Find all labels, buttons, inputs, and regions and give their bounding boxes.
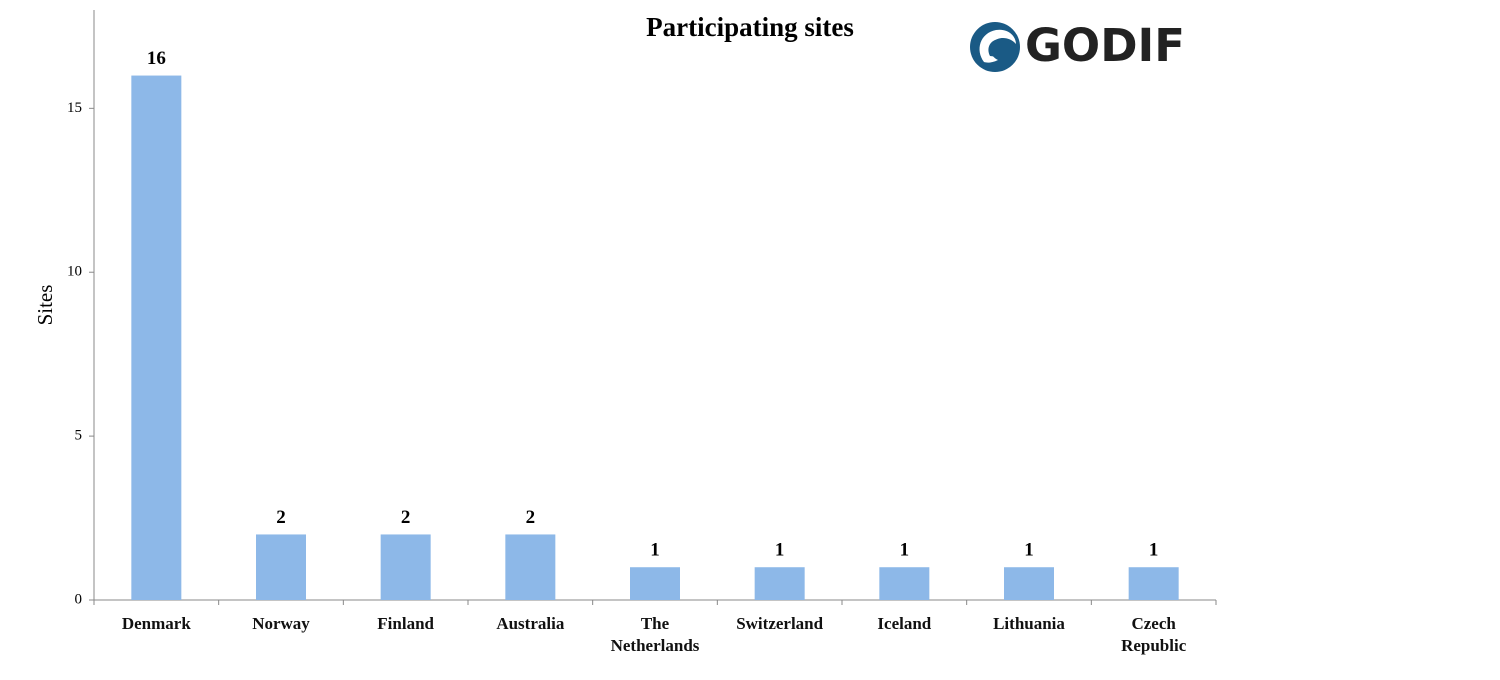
bar <box>1128 567 1179 600</box>
x-tick-label: Australia <box>496 614 565 633</box>
bar <box>1004 567 1054 600</box>
value-label: 2 <box>276 507 286 528</box>
logo-text: GODIF <box>1025 19 1185 72</box>
y-tick-label: 10 <box>67 264 82 280</box>
bar <box>131 75 182 601</box>
value-label: 16 <box>147 48 166 69</box>
bar <box>256 534 306 600</box>
logo-wave <box>979 29 1016 63</box>
value-label: 1 <box>650 540 660 561</box>
logo: GODIF <box>970 19 1185 72</box>
x-tick-label: Switzerland <box>736 614 824 633</box>
value-label: 2 <box>401 507 411 528</box>
bar <box>879 567 930 600</box>
x-tick-label: Iceland <box>877 614 932 633</box>
x-tick-label: The Netherlands <box>610 614 700 655</box>
y-tick-label: 5 <box>75 428 83 444</box>
value-label: 2 <box>526 507 536 528</box>
bar <box>505 534 556 600</box>
bar <box>380 534 431 600</box>
bar <box>754 567 805 600</box>
y-tick-label: 15 <box>67 100 82 116</box>
x-tick-label: Finland <box>377 614 434 633</box>
value-label: 1 <box>900 540 910 561</box>
bar <box>630 567 680 600</box>
x-tick-label: Denmark <box>121 614 191 633</box>
x-tick-label: Czech Republic <box>1121 614 1187 655</box>
y-axis-label: Sites <box>33 285 57 326</box>
value-label: 1 <box>1149 540 1159 561</box>
value-label: 1 <box>1024 540 1034 561</box>
logo-wave-inner <box>988 38 1011 57</box>
chart-title: Participating sites <box>646 12 854 42</box>
value-label: 1 <box>775 540 785 561</box>
x-tick-label: Norway <box>252 614 310 633</box>
x-tick-label: Lithuania <box>993 614 1065 633</box>
y-tick-label: 0 <box>75 591 83 607</box>
